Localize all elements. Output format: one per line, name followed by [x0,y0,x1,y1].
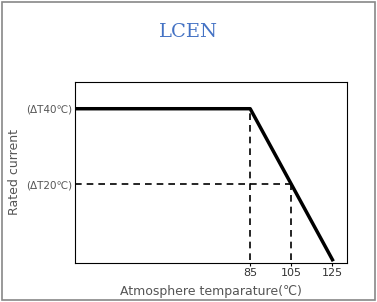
Text: LCEN: LCEN [159,23,218,41]
Y-axis label: Rated current: Rated current [8,129,21,215]
X-axis label: Atmosphere temparature(℃): Atmosphere temparature(℃) [120,285,302,298]
